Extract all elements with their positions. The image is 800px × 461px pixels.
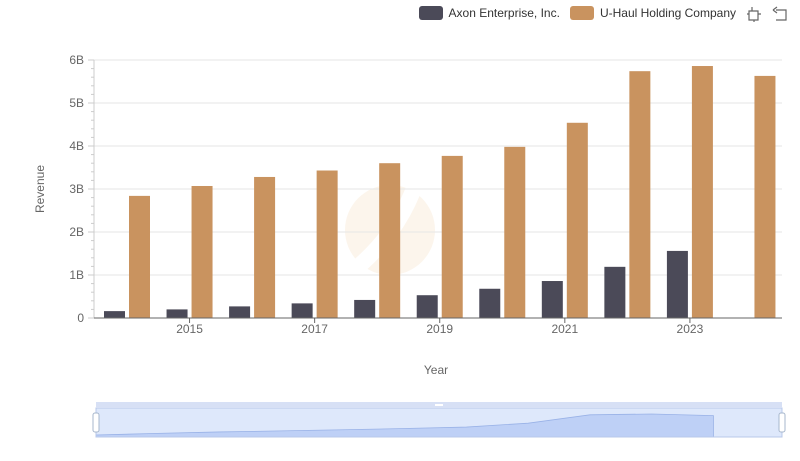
bar-axon-2021[interactable] (541, 281, 563, 318)
bar-uhaul-2021[interactable] (566, 122, 588, 318)
x-tick-label: 2015 (176, 322, 203, 336)
bar-uhaul-2014[interactable] (129, 195, 150, 318)
data-zoom-move-grip (435, 404, 443, 406)
bar-axon-2022[interactable] (604, 266, 626, 318)
x-axis-label: Year (424, 363, 448, 377)
bar-uhaul-2020[interactable] (504, 146, 526, 318)
data-zoom-handle-right[interactable] (778, 412, 786, 433)
data-zoom-slider[interactable] (92, 402, 786, 438)
bar-uhaul-2015[interactable] (191, 185, 213, 318)
data-zoom-window[interactable] (95, 407, 783, 438)
bar-uhaul-2018[interactable] (379, 163, 401, 318)
watermark (345, 167, 435, 275)
bar-axon-2015[interactable] (166, 309, 188, 318)
legend-label-axon: Axon Enterprise, Inc. (448, 6, 560, 20)
data-zoom-track[interactable] (95, 407, 783, 438)
data-zoom-handle-left[interactable] (92, 412, 100, 433)
bar-axon-2019[interactable] (416, 295, 438, 318)
bar-uhaul-2019[interactable] (441, 155, 463, 318)
bar-axon-2018[interactable] (354, 299, 376, 318)
bar-uhaul-2016[interactable] (254, 176, 276, 318)
bar-axon-2023[interactable] (666, 250, 688, 318)
data-zoom-move-bar[interactable] (96, 402, 782, 408)
legend: Axon Enterprise, Inc. U-Haul Holding Com… (418, 3, 736, 23)
y-tick-label: 2B (69, 225, 84, 239)
y-tick-label: 5B (69, 96, 84, 110)
legend-swatch-axon (418, 6, 443, 20)
y-axis-label: Revenue (33, 165, 47, 213)
y-tick-label: 1B (69, 268, 84, 282)
bar-uhaul-2017[interactable] (316, 170, 338, 318)
y-tick-label: 3B (69, 182, 84, 196)
legend-item-uhaul[interactable]: U-Haul Holding Company (569, 6, 736, 20)
bar-uhaul-2023[interactable] (691, 66, 713, 319)
legend-item-axon[interactable]: Axon Enterprise, Inc. (418, 6, 560, 20)
y-tick-label: 0 (77, 311, 84, 325)
restore-icon[interactable] (746, 6, 762, 22)
bar-uhaul-2024[interactable] (754, 75, 776, 318)
bar-uhaul-2022[interactable] (629, 71, 651, 319)
x-tick-label: 2021 (551, 322, 578, 336)
y-tick-label: 4B (69, 139, 84, 153)
bar-axon-2016[interactable] (229, 306, 251, 318)
bar-axon-2014[interactable] (104, 311, 125, 318)
legend-swatch-uhaul (569, 6, 594, 20)
bar-axon-2020[interactable] (479, 288, 501, 318)
y-tick-label: 6B (69, 53, 84, 67)
x-tick-label: 2019 (426, 322, 453, 336)
data-zoom-preview (95, 413, 714, 438)
x-tick-label: 2023 (677, 322, 704, 336)
bar-axon-2017[interactable] (291, 303, 313, 318)
legend-label-uhaul: U-Haul Holding Company (599, 6, 736, 20)
back-icon[interactable] (772, 6, 788, 22)
x-tick-label: 2017 (301, 322, 328, 336)
